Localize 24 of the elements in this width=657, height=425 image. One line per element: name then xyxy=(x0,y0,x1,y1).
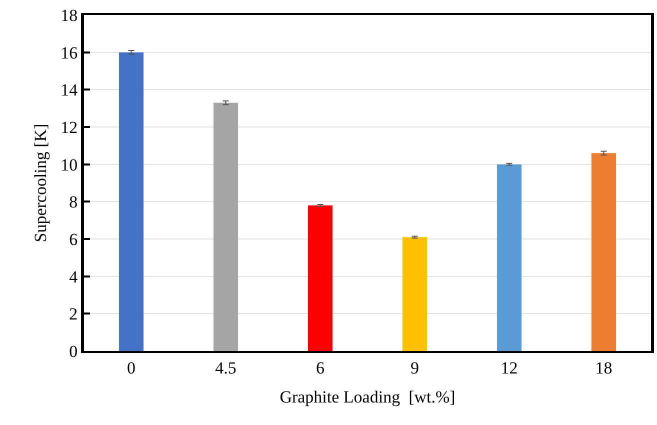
x-tick-label: 6 xyxy=(316,358,324,378)
x-tick-label: 18 xyxy=(595,358,612,378)
bar xyxy=(591,153,616,351)
x-tick-label: 4.5 xyxy=(215,358,236,378)
y-tick-label: 6 xyxy=(69,230,78,249)
bar xyxy=(496,164,522,351)
x-tick-label: 12 xyxy=(500,358,518,378)
y-tick-label: 8 xyxy=(69,192,78,212)
y-axis-title: Supercooling [K] xyxy=(31,124,50,242)
bar xyxy=(308,205,333,351)
y-tick-label: 18 xyxy=(60,6,78,25)
bar xyxy=(213,102,238,351)
x-tick-label: 0 xyxy=(127,358,136,378)
y-tick-label: 0 xyxy=(69,342,78,361)
y-tick-label: 12 xyxy=(60,118,78,137)
bar xyxy=(118,52,144,351)
y-tick-label: 10 xyxy=(60,155,78,174)
x-axis-title: Graphite Loading [wt.%] xyxy=(280,387,456,406)
x-tick-label: 9 xyxy=(410,358,419,378)
bar xyxy=(402,237,428,351)
y-tick-label: 2 xyxy=(69,304,78,324)
y-tick-label: 14 xyxy=(60,80,78,100)
y-tick-label: 16 xyxy=(60,43,78,62)
y-tick-label: 4 xyxy=(69,267,78,286)
